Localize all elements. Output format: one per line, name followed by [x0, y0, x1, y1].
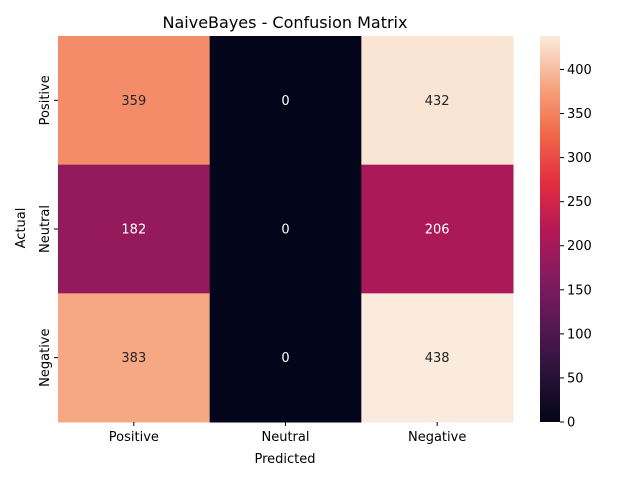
heatmap-cell [361, 164, 514, 294]
cell-value-label: 0 [281, 94, 289, 109]
colorbar-tick-label: 200 [567, 239, 592, 254]
heatmap-cell [209, 293, 362, 423]
cell-value-label: 359 [121, 94, 146, 109]
cell-value-label: 438 [425, 351, 450, 366]
heatmap-cell [361, 36, 514, 166]
colorbar-tick-label: 250 [567, 195, 592, 210]
colorbar-tick-label: 350 [567, 107, 592, 122]
colorbar-tick-label: 50 [567, 371, 584, 386]
heatmap-cell [361, 293, 514, 423]
x-axis-label: Predicted [254, 452, 315, 467]
cell-value-label: 182 [121, 223, 146, 238]
chart-title: NaiveBayes - Confusion Matrix [163, 13, 408, 32]
heatmap-cell [58, 164, 211, 294]
colorbar-tick-label: 400 [567, 63, 592, 78]
colorbar-tick-label: 100 [567, 327, 592, 342]
cell-value-label: 206 [425, 223, 450, 238]
colorbar-tick-label: 0 [567, 416, 575, 431]
colorbar: 0 50 100 150 200 250 300 350 400 [540, 36, 592, 431]
cell-value-label: 0 [281, 223, 289, 238]
y-axis-ticks: Positive Neutral Negative [38, 75, 58, 387]
heatmap-cell [209, 164, 362, 294]
y-axis-label: Actual [14, 208, 29, 249]
x-axis-ticks: Positive Neutral Negative [109, 422, 466, 445]
colorbar-tick-label: 150 [567, 283, 592, 298]
y-tick-label: Neutral [38, 205, 53, 253]
heatmap-cells: 359 0 432 182 0 206 383 0 438 [58, 36, 514, 423]
y-tick-label: Positive [38, 75, 53, 125]
cell-value-label: 383 [121, 351, 146, 366]
heatmap-cell [58, 293, 211, 423]
heatmap-cell [58, 36, 211, 166]
cell-value-label: 0 [281, 351, 289, 366]
x-tick-label: Neutral [262, 430, 310, 445]
y-tick-label: Negative [38, 328, 53, 386]
heatmap-cell [209, 36, 362, 166]
colorbar-gradient [540, 36, 560, 422]
cell-value-label: 432 [425, 94, 450, 109]
x-tick-label: Positive [109, 430, 159, 445]
colorbar-tick-label: 300 [567, 151, 592, 166]
x-tick-label: Negative [408, 430, 466, 445]
